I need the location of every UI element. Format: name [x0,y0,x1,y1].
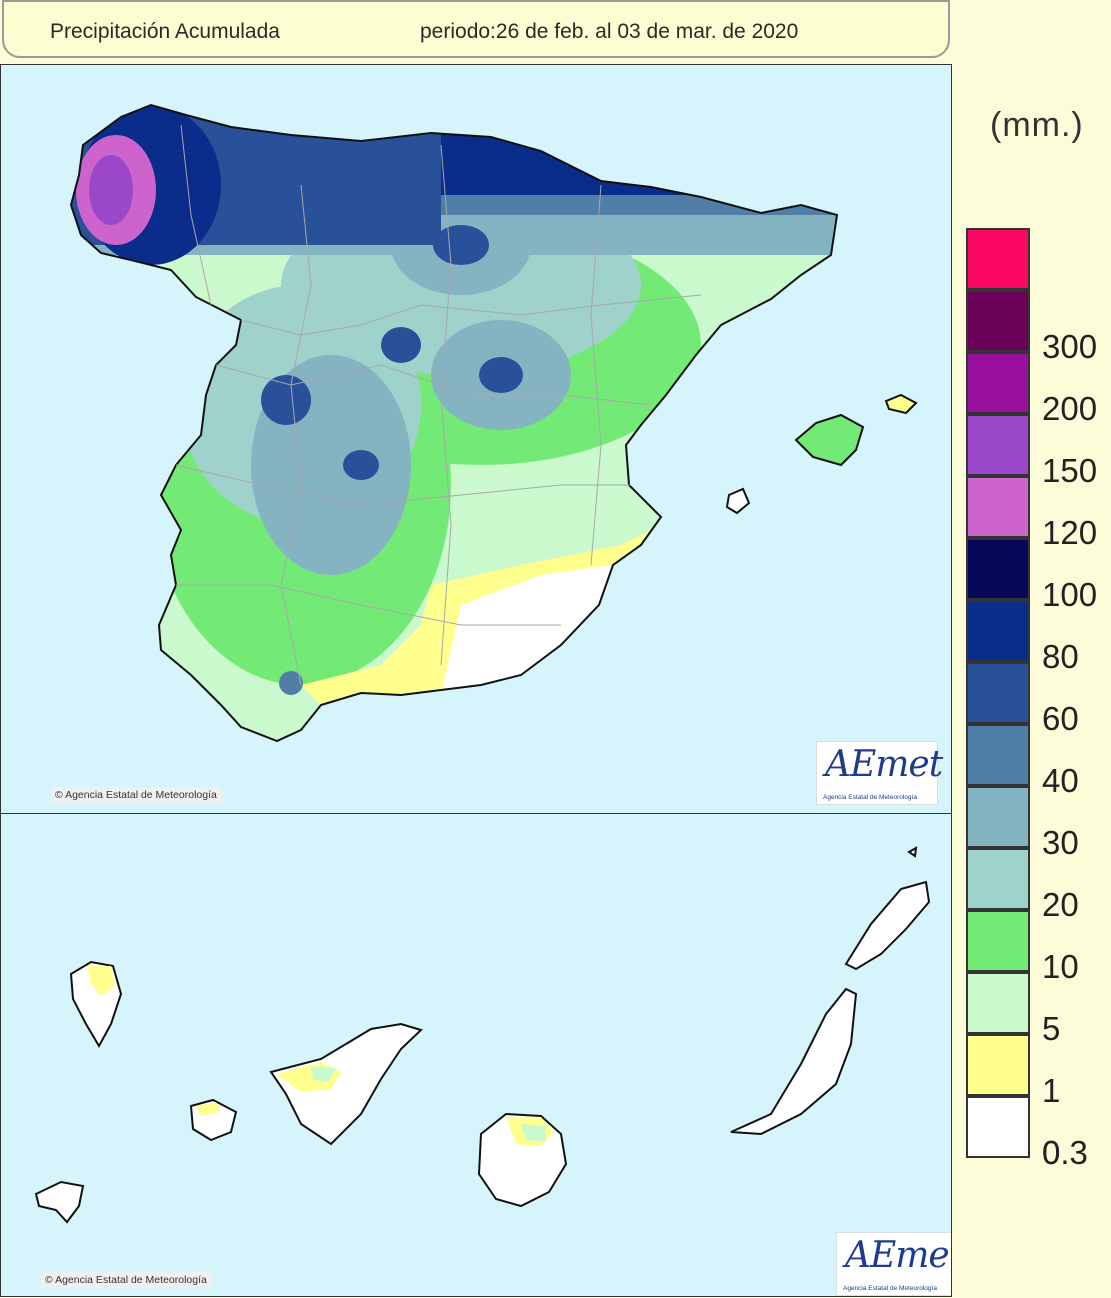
legend-label: 120 [1042,514,1098,551]
legend-unit: (mm.) [990,106,1084,144]
legend-label: 1 [1042,1072,1061,1109]
peninsula-map: © Agencia Estatal de Meteorología AEmet … [0,64,952,814]
canarias-map: © Agencia Estatal de Meteorología AEmet … [0,813,952,1297]
logo-subtitle: Agencia Estatal de Meteorología [823,794,917,801]
legend-swatch [966,910,1030,972]
legend-label: 0.3 [1042,1134,1088,1171]
legend-label: 60 [1042,700,1079,737]
logo-wordmark: AEmet [845,1235,952,1276]
legend-label: 100 [1042,576,1098,613]
canarias-credit: © Agencia Estatal de Meteorología [41,1272,211,1288]
legend-label: 80 [1042,638,1079,675]
legend-label: 200 [1042,390,1098,427]
map-title: Precipitación Acumulada [50,20,280,43]
fuerteventura-island [730,987,858,1136]
legend-label: 5 [1042,1010,1061,1047]
logo-wordmark: AEmet [825,744,943,785]
canarias-aemet-logo: AEmet Agencia Estatal de Meteorología [836,1232,952,1296]
menorca-island [884,393,918,415]
legend-label: 20 [1042,886,1079,923]
mallorca-island [794,413,865,467]
legend-label: 150 [1042,452,1098,489]
tenerife-island [269,1022,423,1146]
legend-swatch [966,228,1030,290]
peninsula-credit: © Agencia Estatal de Meteorología [51,787,221,803]
legend-swatch [966,786,1030,848]
logo-subtitle: Agencia Estatal de Meteorología [843,1285,937,1292]
legend-swatch [966,538,1030,600]
legend-label: 40 [1042,762,1079,799]
lanzarote-island [844,880,931,971]
legend-swatch [966,1096,1030,1158]
legend-swatch [966,848,1030,910]
ibiza-island [725,487,751,515]
legend-swatch [966,724,1030,786]
el-hierro-island [34,1180,85,1224]
legend-swatch [966,600,1030,662]
legend-label: 0 [1042,1134,1061,1171]
title-bar: Precipitación Acumulada periodo:26 de fe… [2,0,950,58]
legend-label: 300 [1042,328,1098,365]
legend-swatch [966,662,1030,724]
legend-swatch [966,414,1030,476]
legend-swatch [966,290,1030,352]
legend-swatch [966,352,1030,414]
legend-swatch [966,1034,1030,1096]
canarias-map-graphic [1,814,951,1296]
peninsula-map-graphic [1,65,951,813]
legend-label: 30 [1042,824,1079,861]
legend-swatch [966,972,1030,1034]
period-label: periodo:26 de feb. al 03 de mar. de 2020 [420,20,799,43]
legend-swatch [966,476,1030,538]
graciosa-island [907,846,918,858]
peninsula-aemet-logo: AEmet Agencia Estatal de Meteorología [816,741,943,805]
legend-label: 10 [1042,948,1079,985]
province-borders [175,124,702,686]
